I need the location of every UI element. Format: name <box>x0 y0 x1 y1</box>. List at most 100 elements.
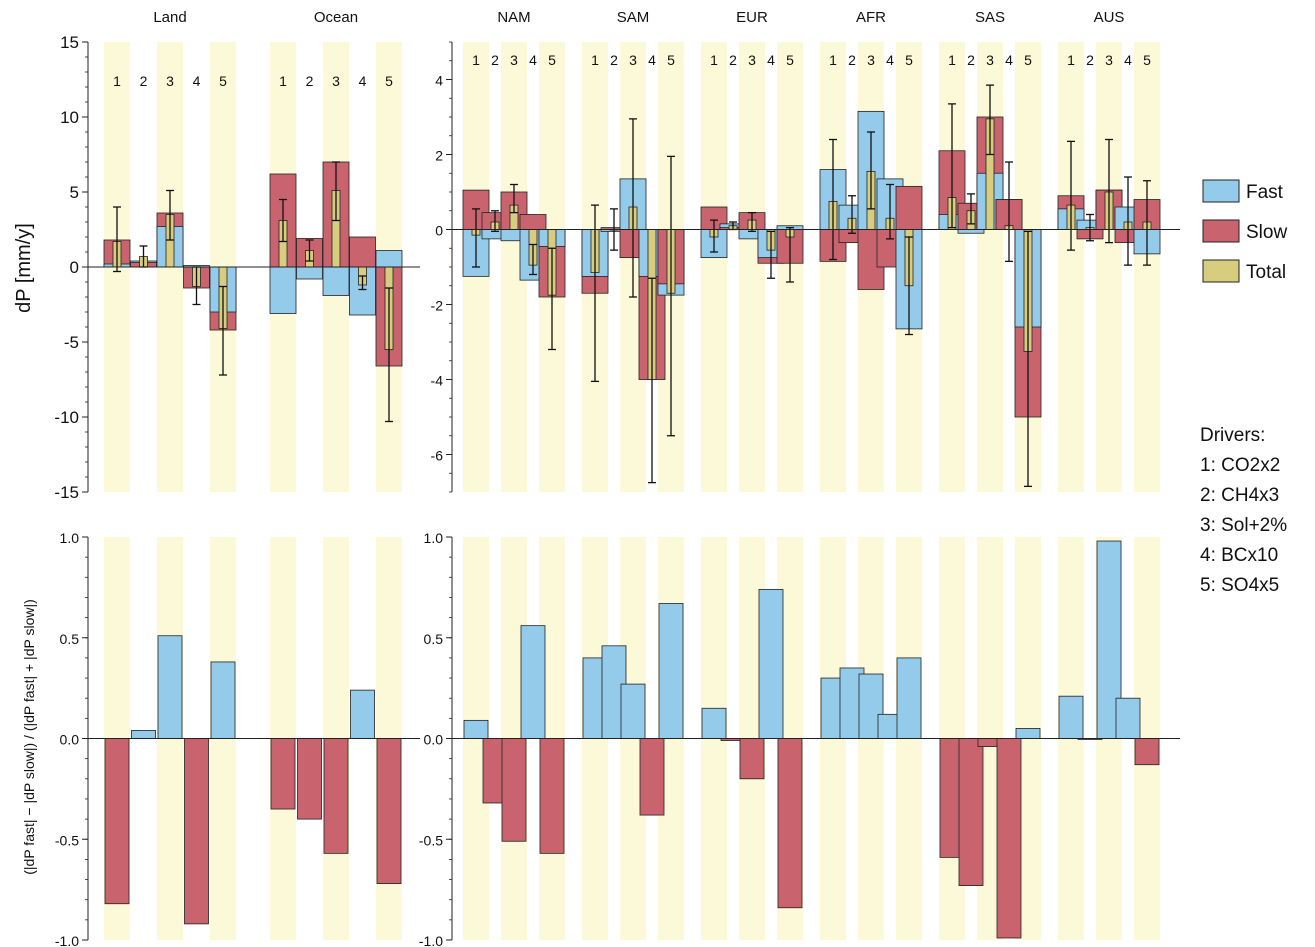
tick-label-tr-1: 2 <box>435 148 443 164</box>
drivers-title: Drivers: <box>1200 425 1265 446</box>
driver-label-Ocean-1: 1 <box>279 73 287 89</box>
tick-label-tl-5: -10 <box>54 408 79 427</box>
ratio-bar-NAM-4 <box>520 625 546 739</box>
driver-item-1: 1: CO2x2 <box>1200 455 1280 476</box>
driver-label-NAM-2: 2 <box>491 52 499 68</box>
tick-label-tr-5: -6 <box>431 448 444 464</box>
axes <box>82 41 1180 941</box>
driver-label-AUS-5: 5 <box>1143 52 1151 68</box>
ratio-bar-Land-4 <box>184 738 209 925</box>
driver-label-AUS-4: 4 <box>1124 52 1132 68</box>
driver-label-AFR-4: 4 <box>886 52 894 68</box>
bar-slow-NAM-4 <box>519 214 547 230</box>
region-label-AUS: AUS <box>1094 9 1125 26</box>
ratio-bar-Ocean-5 <box>376 738 402 884</box>
band-tr-g2-d1 <box>701 42 727 492</box>
band-tr-g2-d3 <box>739 42 765 492</box>
driver-label-AFR-2: 2 <box>848 52 856 68</box>
ratio-bar-NAM-3 <box>501 738 527 842</box>
driver-item-5: 5: SO4x5 <box>1200 575 1279 596</box>
ratio-bar-Ocean-4 <box>350 689 375 739</box>
driver-label-SAS-3: 3 <box>986 52 994 68</box>
driver-label-Ocean-4: 4 <box>359 73 367 89</box>
ratio-bar-AUS-1 <box>1058 695 1084 739</box>
y-axis-label-top: dP [mm/y] <box>13 223 35 313</box>
tick-label-tr-0: 4 <box>435 73 443 89</box>
driver-label-Land-4: 4 <box>193 73 201 89</box>
tick-label-br-3: -0.5 <box>419 832 443 848</box>
bar-fast-SAS-2 <box>957 229 985 234</box>
tick-label-bl-1: 0.5 <box>60 631 80 647</box>
tick-label-bl-0: 1.0 <box>60 530 80 546</box>
ratio-bar-Ocean-1 <box>270 738 296 810</box>
tick-label-tl-1: 10 <box>60 108 79 127</box>
ratio-bar-EUR-5 <box>777 738 803 909</box>
ratio-bar-EUR-1 <box>701 707 727 739</box>
driver-label-Land-5: 5 <box>219 73 227 89</box>
ratio-bar-AUS-4 <box>1115 697 1141 739</box>
tick-label-tl-3: 0 <box>70 258 79 277</box>
tick-label-tr-3: -2 <box>431 298 444 314</box>
y-axis-label-bottom: (|dP fast| − |dP slow|) / (|dP fast| + |… <box>21 599 37 875</box>
legend-label-fast: Fast <box>1246 182 1284 203</box>
bar-slow-Ocean-4 <box>349 236 376 268</box>
legend-swatch-fast <box>1202 179 1240 203</box>
driver-label-AFR-1: 1 <box>829 52 837 68</box>
region-label-NAM: NAM <box>497 9 530 26</box>
bar-fast-Ocean-3 <box>322 266 350 296</box>
ratio-bar-Land-1 <box>104 738 130 905</box>
driver-item-3: 3: Sol+2% <box>1200 515 1287 536</box>
driver-label-Land-2: 2 <box>140 73 148 89</box>
driver-label-NAM-4: 4 <box>529 52 537 68</box>
tick-label-bl-2: 0.0 <box>60 732 80 748</box>
ratio-bar-NAM-5 <box>539 738 565 854</box>
driver-label-EUR-4: 4 <box>767 52 775 68</box>
ratio-bar-AFR-5 <box>896 657 922 739</box>
legend: Fast Slow Total <box>1202 179 1287 283</box>
tick-label-br-0: 1.0 <box>424 530 444 546</box>
driver-label-SAM-2: 2 <box>610 52 618 68</box>
ratio-bar-Land-3 <box>157 635 183 739</box>
driver-label-SAS-4: 4 <box>1005 52 1013 68</box>
ratio-bar-SAS-4 <box>996 738 1022 939</box>
region-label-Land: Land <box>153 9 186 26</box>
driver-label-EUR-3: 3 <box>748 52 756 68</box>
driver-label-AFR-3: 3 <box>867 52 875 68</box>
tick-label-tl-2: 5 <box>70 183 79 202</box>
driver-label-NAM-1: 1 <box>472 52 480 68</box>
ratio-bar-SAM-5 <box>658 603 684 739</box>
driver-label-Ocean-5: 5 <box>385 73 393 89</box>
region-label-SAS: SAS <box>975 9 1005 26</box>
ratio-bar-NAM-1 <box>463 719 489 739</box>
band-tr-g5-d5 <box>1134 42 1160 492</box>
driver-label-AFR-5: 5 <box>905 52 913 68</box>
ratio-bar-Ocean-3 <box>323 738 349 854</box>
region-label-EUR: EUR <box>736 9 768 26</box>
band-tr-g5-d3 <box>1096 42 1122 492</box>
tick-label-br-4: -1.0 <box>419 933 443 947</box>
ratio-bar-Land-2 <box>131 730 156 739</box>
tick-label-tl-6: -15 <box>54 483 79 502</box>
driver-item-2: 2: CH4x3 <box>1200 485 1279 506</box>
driver-label-SAM-3: 3 <box>629 52 637 68</box>
driver-label-SAS-2: 2 <box>967 52 975 68</box>
bar-slow-AFR-5 <box>895 185 923 230</box>
ratio-bar-EUR-3 <box>739 738 765 780</box>
driver-label-Ocean-2: 2 <box>306 73 314 89</box>
tick-label-bl-3: -0.5 <box>55 832 79 848</box>
bar-fast-Ocean-5 <box>375 250 403 268</box>
driver-label-AUS-2: 2 <box>1086 52 1094 68</box>
driver-label-EUR-1: 1 <box>710 52 718 68</box>
drivers-key: Drivers: 1: CO2x2 2: CH4x3 3: Sol+2% 4: … <box>1200 425 1287 596</box>
ratio-bar-AUS-5 <box>1134 738 1160 766</box>
driver-label-Land-1: 1 <box>113 73 121 89</box>
driver-item-4: 4: BCx10 <box>1200 545 1278 566</box>
ratio-bar-Land-5 <box>210 661 236 739</box>
region-label-AFR: AFR <box>856 9 886 26</box>
bar-fast-Ocean-2 <box>296 266 323 280</box>
legend-label-slow: Slow <box>1246 222 1287 243</box>
ratio-bar-EUR-4 <box>758 588 784 739</box>
legend-swatch-slow <box>1202 219 1240 243</box>
region-label-SAM: SAM <box>617 9 650 26</box>
